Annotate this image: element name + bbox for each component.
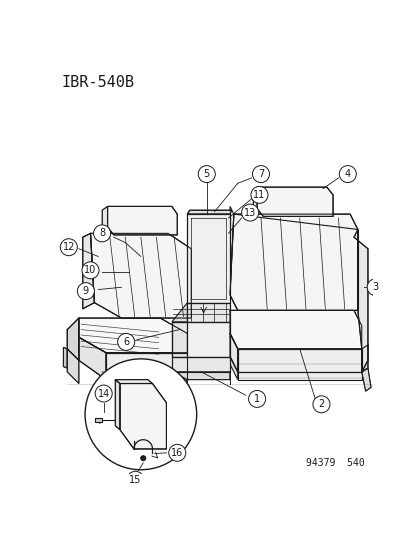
Polygon shape: [95, 418, 102, 422]
Circle shape: [366, 279, 383, 296]
Circle shape: [250, 187, 267, 203]
Polygon shape: [102, 206, 107, 231]
Text: 5: 5: [203, 169, 209, 179]
Text: 12: 12: [62, 242, 75, 252]
Text: 1: 1: [254, 394, 259, 404]
Text: 13: 13: [243, 207, 256, 217]
Polygon shape: [230, 310, 361, 349]
Polygon shape: [230, 334, 237, 372]
Text: 16: 16: [171, 448, 183, 458]
Polygon shape: [63, 348, 67, 368]
Circle shape: [198, 166, 215, 182]
Polygon shape: [67, 318, 79, 360]
Circle shape: [241, 204, 258, 221]
Text: 14: 14: [97, 389, 109, 399]
Circle shape: [312, 396, 329, 413]
Polygon shape: [171, 322, 187, 357]
Text: 4: 4: [344, 169, 350, 179]
Text: 11: 11: [253, 190, 265, 200]
Text: 2: 2: [318, 399, 324, 409]
Polygon shape: [237, 372, 361, 379]
Polygon shape: [353, 230, 367, 372]
Polygon shape: [256, 187, 332, 216]
Polygon shape: [361, 368, 370, 391]
Polygon shape: [230, 214, 357, 310]
Circle shape: [140, 456, 145, 461]
Circle shape: [252, 166, 269, 182]
Polygon shape: [120, 384, 166, 449]
Polygon shape: [115, 379, 152, 384]
Circle shape: [117, 334, 134, 350]
Polygon shape: [187, 210, 231, 214]
Text: 10: 10: [84, 265, 96, 276]
Polygon shape: [171, 357, 230, 372]
Text: 9: 9: [83, 286, 89, 296]
Polygon shape: [67, 349, 79, 384]
Polygon shape: [253, 187, 256, 213]
Polygon shape: [237, 349, 361, 372]
Circle shape: [339, 166, 356, 182]
Circle shape: [127, 471, 144, 488]
Text: 94379  540: 94379 540: [305, 458, 364, 468]
Polygon shape: [90, 233, 191, 318]
Polygon shape: [171, 303, 187, 322]
Circle shape: [248, 391, 265, 407]
Polygon shape: [115, 379, 120, 430]
Polygon shape: [79, 337, 106, 379]
Text: IBR-540B: IBR-540B: [61, 75, 134, 90]
Polygon shape: [106, 353, 187, 379]
Circle shape: [82, 262, 99, 279]
Polygon shape: [171, 322, 230, 357]
Text: 8: 8: [99, 228, 105, 238]
Text: 7: 7: [257, 169, 263, 179]
Polygon shape: [79, 318, 187, 353]
Polygon shape: [171, 372, 230, 379]
Polygon shape: [187, 214, 230, 303]
Polygon shape: [83, 233, 94, 309]
Text: 15: 15: [129, 475, 141, 484]
Circle shape: [85, 359, 196, 470]
Circle shape: [77, 282, 94, 300]
Polygon shape: [361, 345, 367, 372]
Polygon shape: [187, 303, 230, 322]
Circle shape: [169, 445, 185, 461]
Text: 6: 6: [123, 337, 129, 347]
Polygon shape: [230, 206, 233, 295]
Polygon shape: [107, 206, 177, 235]
Polygon shape: [230, 357, 237, 379]
Circle shape: [60, 239, 77, 256]
Text: 3: 3: [372, 282, 378, 292]
Polygon shape: [230, 214, 357, 310]
Circle shape: [93, 225, 110, 242]
Circle shape: [95, 385, 112, 402]
